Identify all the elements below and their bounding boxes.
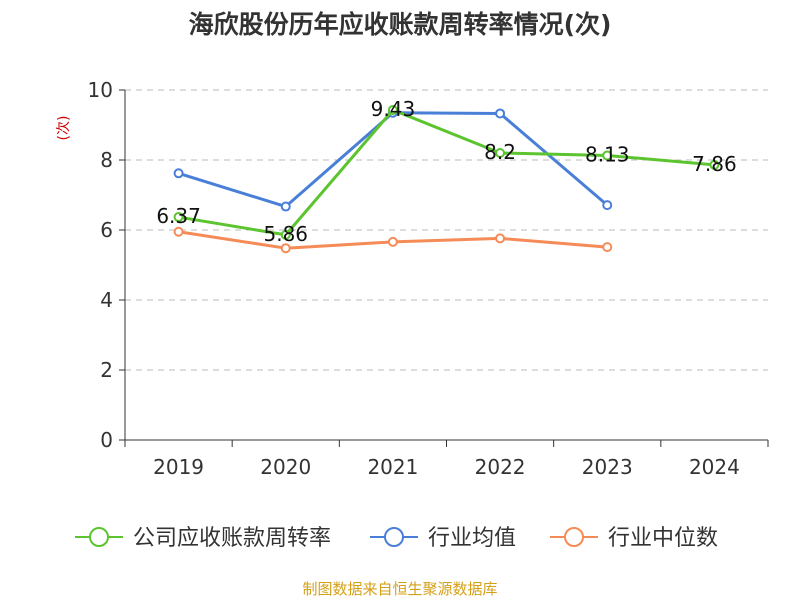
- y-tick-label: 4: [100, 288, 113, 312]
- data-label: 6.37: [156, 204, 201, 228]
- legend-item-1[interactable]: 行业均值: [370, 526, 516, 551]
- series-point-1: [602, 200, 613, 211]
- data-label: 8.2: [484, 140, 516, 164]
- series-point-2: [173, 226, 184, 237]
- data-labels: 6.37 5.86 9.43 8.2 8.13 7.86: [156, 97, 736, 246]
- legend-label: 公司应收账款周转率: [133, 526, 331, 551]
- series-point-0: [387, 104, 398, 115]
- x-tick-label: 2020: [260, 455, 311, 479]
- x-tick-label: 2021: [367, 455, 418, 479]
- x-tick-label: 2019: [153, 455, 204, 479]
- series-layer: [173, 104, 720, 254]
- legend-marker-icon: [89, 527, 109, 547]
- legend-marker-icon: [564, 527, 584, 547]
- series-point-0: [173, 212, 184, 223]
- y-tick-label: 2: [100, 358, 113, 382]
- y-tick-label: 10: [88, 78, 113, 102]
- x-tick-label: 2023: [582, 455, 633, 479]
- y-tick-label: 8: [100, 148, 113, 172]
- data-label: 7.86: [692, 152, 737, 176]
- legend[interactable]: 公司应收账款周转率 行业均值 行业中位数: [75, 526, 718, 551]
- y-tick-label: 0: [100, 428, 113, 452]
- data-label: 5.86: [263, 222, 308, 246]
- series-line-0: [178, 108, 715, 237]
- series-point-0: [602, 150, 613, 161]
- legend-label: 行业中位数: [608, 526, 718, 551]
- series-point-1: [173, 168, 184, 179]
- gridlines: [125, 89, 768, 371]
- source-note: 制图数据来自恒生聚源数据库: [302, 580, 497, 598]
- series-point-2: [495, 233, 506, 244]
- y-axis-label: (次): [56, 116, 72, 141]
- series-point-2: [280, 243, 291, 254]
- y-tick-label: 6: [100, 218, 113, 242]
- legend-item-2[interactable]: 行业中位数: [550, 526, 718, 551]
- chart-title: 海欣股份历年应收账款周转率情况(次): [189, 10, 612, 39]
- series-point-0: [280, 229, 291, 240]
- series-point-0: [709, 159, 720, 170]
- legend-marker-icon: [384, 527, 404, 547]
- data-label: 9.43: [371, 97, 416, 121]
- legend-item-0[interactable]: 公司应收账款周转率: [75, 526, 331, 551]
- legend-label: 行业均值: [428, 526, 516, 551]
- x-tick-label: 2022: [475, 455, 526, 479]
- series-point-2: [602, 242, 613, 253]
- x-tick-label: 2024: [689, 455, 740, 479]
- series-point-0: [495, 148, 506, 158]
- data-label: 8.13: [585, 142, 630, 166]
- series-point-2: [387, 236, 398, 247]
- axes: 0 2 4 6 8 10 2019 2020 2021 2022 2023 2024: [88, 78, 769, 479]
- series-point-1: [280, 201, 291, 212]
- series-point-1: [495, 108, 506, 119]
